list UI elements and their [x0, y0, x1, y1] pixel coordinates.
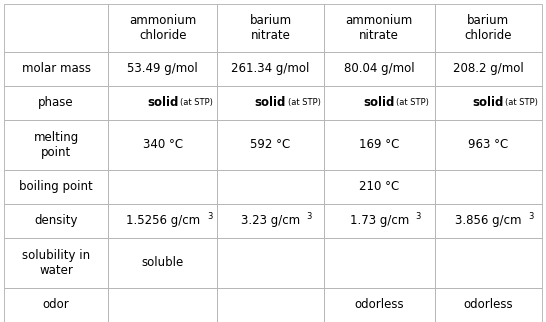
Bar [4, 120, 108, 170]
Bar [4, 288, 108, 322]
Bar [108, 204, 217, 238]
Bar [435, 86, 542, 120]
Bar [324, 204, 435, 238]
Text: 3: 3 [306, 213, 312, 222]
Bar [435, 120, 542, 170]
Text: (at STP): (at STP) [288, 98, 321, 107]
Bar [324, 52, 435, 86]
Bar [435, 170, 542, 204]
Text: 3: 3 [415, 213, 420, 222]
Text: 340 °C: 340 °C [143, 138, 183, 151]
Bar [217, 204, 324, 238]
Text: 1.5256 g/cm: 1.5256 g/cm [126, 214, 200, 227]
Text: 169 °C: 169 °C [359, 138, 399, 151]
Text: melting
point: melting point [33, 131, 79, 159]
Bar [217, 170, 324, 204]
Bar [435, 288, 542, 322]
Bar [217, 4, 324, 52]
Text: solid: solid [255, 96, 286, 109]
Bar [4, 204, 108, 238]
Text: 208.2 g/mol: 208.2 g/mol [453, 62, 524, 75]
Bar [4, 238, 108, 288]
Bar [324, 4, 435, 52]
Bar [108, 238, 217, 288]
Text: soluble: soluble [142, 256, 184, 270]
Text: 261.34 g/mol: 261.34 g/mol [232, 62, 310, 75]
Text: boiling point: boiling point [19, 180, 93, 193]
Bar [108, 120, 217, 170]
Bar [217, 52, 324, 86]
Text: solid: solid [147, 96, 179, 109]
Bar [108, 4, 217, 52]
Bar [4, 170, 108, 204]
Bar [108, 170, 217, 204]
Bar [217, 288, 324, 322]
Bar [108, 52, 217, 86]
Bar [217, 238, 324, 288]
Text: barium
chloride: barium chloride [465, 14, 512, 42]
Text: odorless: odorless [354, 298, 404, 311]
Text: phase: phase [38, 96, 74, 109]
Text: ammonium
nitrate: ammonium nitrate [346, 14, 413, 42]
Bar [435, 52, 542, 86]
Bar [108, 288, 217, 322]
Text: solubility in
water: solubility in water [22, 249, 90, 277]
Text: density: density [34, 214, 78, 227]
Text: 1.73 g/cm: 1.73 g/cm [349, 214, 409, 227]
Text: 963 °C: 963 °C [468, 138, 508, 151]
Text: odor: odor [43, 298, 69, 311]
Bar [324, 238, 435, 288]
Bar [435, 4, 542, 52]
Bar [4, 52, 108, 86]
Text: 592 °C: 592 °C [251, 138, 290, 151]
Text: 3.856 g/cm: 3.856 g/cm [455, 214, 521, 227]
Text: (at STP): (at STP) [506, 98, 538, 107]
Text: 3: 3 [529, 213, 534, 222]
Bar [324, 86, 435, 120]
Text: molar mass: molar mass [22, 62, 91, 75]
Text: ammonium
chloride: ammonium chloride [129, 14, 197, 42]
Text: 53.49 g/mol: 53.49 g/mol [127, 62, 198, 75]
Text: 80.04 g/mol: 80.04 g/mol [344, 62, 414, 75]
Bar [324, 120, 435, 170]
Bar [324, 288, 435, 322]
Text: barium
nitrate: barium nitrate [250, 14, 292, 42]
Text: solid: solid [473, 96, 504, 109]
Text: odorless: odorless [464, 298, 513, 311]
Text: 3: 3 [207, 213, 212, 222]
Bar [435, 238, 542, 288]
Bar [4, 86, 108, 120]
Bar [217, 120, 324, 170]
Text: (at STP): (at STP) [396, 98, 429, 107]
Bar [435, 204, 542, 238]
Text: solid: solid [364, 96, 395, 109]
Text: 3.23 g/cm: 3.23 g/cm [241, 214, 300, 227]
Bar [108, 86, 217, 120]
Bar [217, 86, 324, 120]
Bar [4, 4, 108, 52]
Bar [324, 170, 435, 204]
Text: 210 °C: 210 °C [359, 180, 399, 193]
Text: (at STP): (at STP) [180, 98, 213, 107]
